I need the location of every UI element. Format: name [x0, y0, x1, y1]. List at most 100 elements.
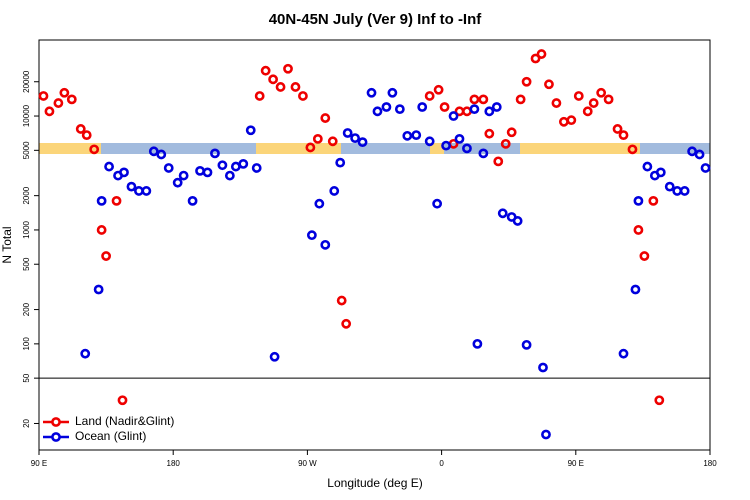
data-point [491, 102, 502, 112]
data-point [558, 116, 569, 127]
data-point [633, 225, 644, 235]
data-point [478, 94, 489, 105]
plot-frame [38, 39, 711, 451]
data-point [320, 113, 331, 123]
data-point [566, 115, 577, 126]
y-axis-label: N Total [0, 226, 14, 263]
data-point [269, 351, 280, 362]
data-point [202, 167, 213, 178]
data-point [89, 144, 100, 155]
y-tick-label: 5000 [22, 141, 31, 159]
data-point [217, 160, 228, 171]
x-tick-label: 90 W [298, 459, 317, 468]
data-point [497, 208, 508, 219]
data-point [298, 91, 308, 101]
data-point [96, 225, 107, 235]
legend-label: Ocean (Glint) [75, 429, 146, 443]
data-point [93, 284, 104, 295]
data-point [119, 167, 129, 178]
y-tick-label: 2000 [22, 186, 31, 204]
data-point [341, 318, 352, 329]
data-point [627, 144, 638, 155]
data-point [53, 98, 64, 108]
data-point [672, 186, 683, 196]
data-point [432, 198, 443, 209]
data-point [506, 127, 517, 138]
data-point [178, 170, 189, 181]
data-point [424, 91, 435, 101]
data-point [44, 106, 55, 117]
legend-marker [51, 432, 61, 442]
x-tick-label: 0 [439, 459, 444, 468]
data-point [538, 362, 548, 373]
data-point [551, 98, 562, 108]
data-point [260, 65, 271, 76]
data-point [654, 395, 665, 406]
data-point [655, 167, 666, 178]
data-point [582, 106, 593, 117]
y-tick-label: 1000 [22, 220, 31, 238]
data-point [500, 138, 511, 149]
legend-label: Land (Nadir&Glint) [75, 414, 174, 428]
data-point [642, 161, 653, 172]
data-point [111, 195, 122, 206]
data-point [224, 170, 235, 181]
data-point [541, 429, 551, 440]
data-point [312, 133, 323, 144]
data-point [402, 130, 413, 141]
data-point [700, 163, 711, 173]
data-point [411, 130, 422, 141]
data-point [104, 161, 114, 172]
data-point [81, 130, 92, 141]
data-point [245, 125, 256, 136]
x-tick-label: 90 E [568, 459, 584, 468]
data-point [187, 195, 198, 206]
data-point [251, 163, 262, 173]
data-point [268, 74, 279, 85]
data-point [283, 63, 293, 74]
data-point [630, 284, 641, 295]
data-point [596, 87, 607, 98]
y-tick-label: 50 [22, 373, 31, 382]
data-point [441, 140, 451, 151]
y-tick-label: 200 [22, 302, 31, 316]
data-point [394, 104, 405, 115]
data-point [478, 148, 489, 159]
data-point [512, 216, 523, 226]
data-point [618, 348, 629, 359]
data-point [75, 124, 86, 134]
surface-band [39, 143, 710, 154]
data-point [335, 157, 346, 168]
data-point [679, 186, 690, 196]
data-point [603, 94, 614, 105]
data-point [80, 348, 91, 359]
data-point [493, 156, 504, 167]
data-point [387, 87, 398, 98]
data-point [230, 161, 241, 172]
data-point [275, 82, 286, 92]
chart-title: 40N-45N July (Ver 9) Inf to -Inf [269, 11, 483, 28]
data-point [469, 94, 480, 105]
data-point [521, 339, 532, 350]
data-point [210, 148, 220, 159]
data-point [305, 142, 316, 153]
legend: Land (Nadir&Glint)Ocean (Glint) [43, 414, 174, 443]
data-point [314, 198, 325, 209]
data-point [126, 181, 137, 192]
data-point [694, 149, 705, 160]
data-point [544, 79, 554, 90]
data-point [366, 87, 377, 98]
data-point [329, 186, 340, 196]
data-point [96, 195, 107, 206]
y-tick-label: 500 [22, 257, 31, 271]
data-point [462, 106, 472, 117]
data-point [372, 106, 383, 117]
data-point [59, 87, 70, 98]
data-point [633, 195, 644, 206]
data-point [66, 94, 77, 105]
data-point [350, 133, 361, 144]
data-point [320, 239, 331, 250]
data-point [448, 111, 459, 121]
data-point [342, 128, 353, 138]
